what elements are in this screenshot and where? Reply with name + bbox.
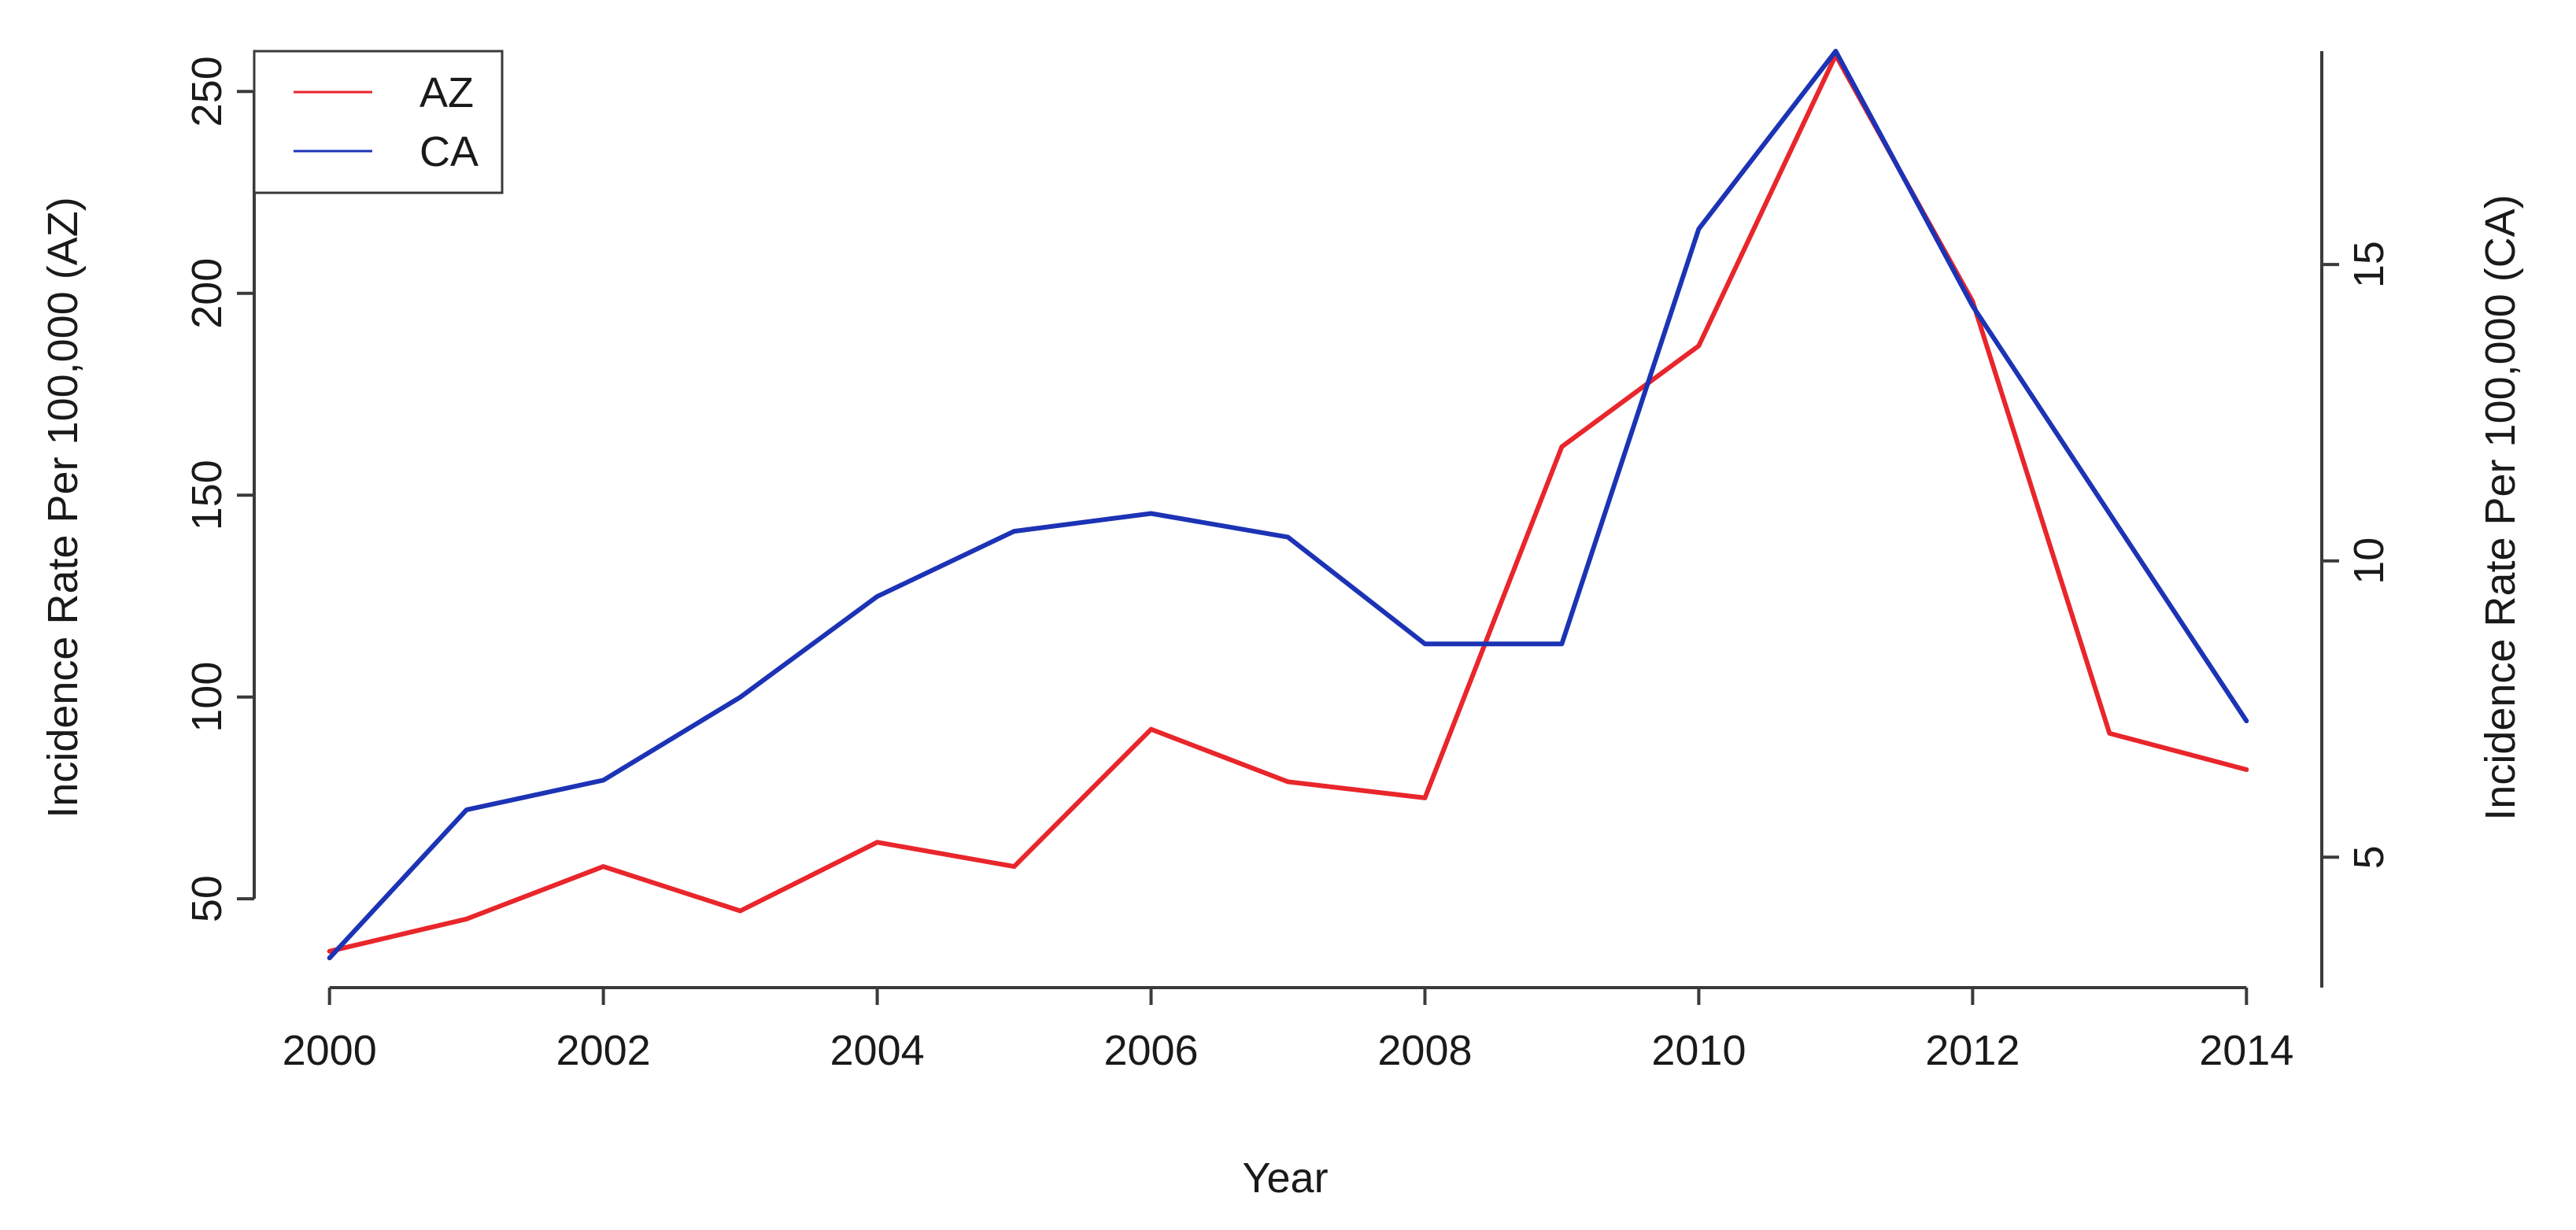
x-tick-label: 2010	[1651, 1027, 1746, 1074]
x-tick-label: 2012	[1925, 1027, 2020, 1074]
x-tick-label: 2000	[283, 1027, 377, 1074]
y-right-tick-label: 5	[2345, 845, 2393, 869]
y-axis-left-title: Incidence Rate Per 100,000 (AZ)	[39, 197, 87, 818]
y-right-tick-label: 15	[2345, 241, 2393, 288]
legend-label-ca: CA	[419, 128, 479, 175]
y-left-tick-label: 50	[183, 875, 231, 922]
axes: 2000 2002 2004 2006 2008 2010 2012 2014 50 100 150…	[183, 51, 2393, 1074]
x-tick-label: 2014	[2199, 1027, 2293, 1074]
legend: AZ CA	[253, 50, 504, 194]
y-left-tick-label: 150	[183, 460, 231, 530]
y-right-tick-label: 10	[2345, 537, 2393, 585]
series-line-az	[327, 53, 2249, 954]
legend-box	[253, 50, 504, 194]
x-tick-label: 2006	[1103, 1027, 1198, 1074]
legend-label-az: AZ	[419, 69, 474, 116]
y-left-tick-label: 250	[183, 56, 231, 127]
series-line-ca	[327, 49, 2249, 961]
x-tick-label: 2002	[556, 1027, 651, 1074]
x-axis-title: Year	[1242, 1154, 1328, 1202]
y-axis-right-title: Incidence Rate Per 100,000 (CA)	[2477, 194, 2524, 820]
x-tick-label: 2008	[1377, 1027, 1472, 1074]
y-left-tick-label: 100	[183, 662, 231, 733]
y-left-tick-label: 200	[183, 258, 231, 329]
x-tick-label: 2004	[830, 1027, 925, 1074]
series-lines	[327, 49, 2249, 961]
